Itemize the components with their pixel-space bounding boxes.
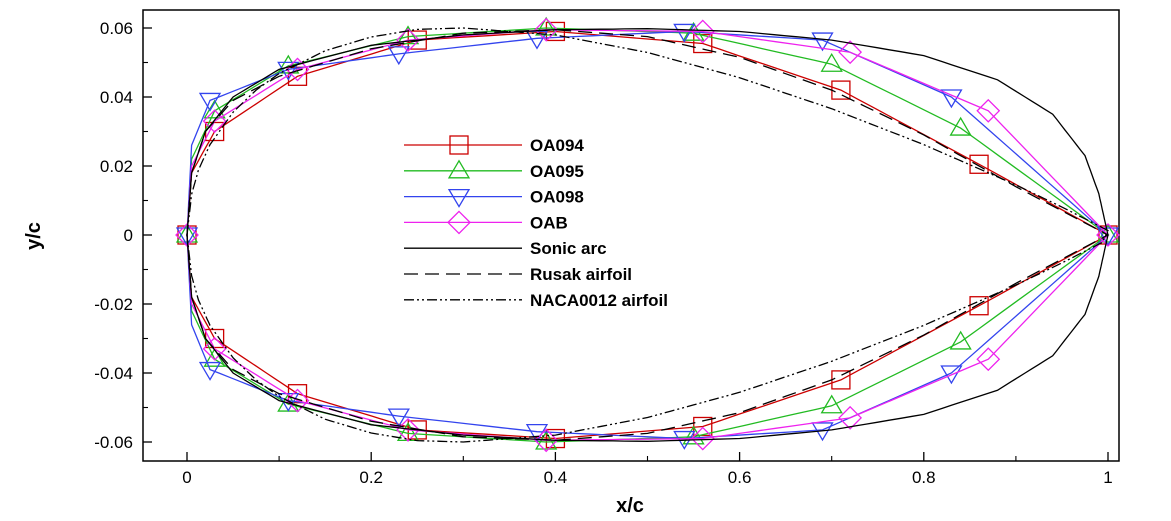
y-tick-label: 0.02 — [100, 157, 133, 176]
marker-oa098 — [673, 23, 696, 43]
legend-label-oab: OAB — [530, 213, 568, 232]
y-tick-label: 0 — [124, 226, 133, 245]
marker-oab — [976, 98, 1001, 123]
curves — [175, 16, 1120, 453]
marker-oab — [175, 223, 199, 247]
series-line-oa098 — [186, 30, 1109, 440]
legend-label-oa098: OA098 — [530, 188, 584, 207]
legend-label-oa094: OA094 — [530, 136, 584, 155]
x-tick-label: 1 — [1103, 468, 1112, 487]
legend-label-sonic-arc: Sonic arc — [530, 239, 607, 258]
ticks: 0 0.2 0.4 0.6 0.8 1 -0.06 -0.04 -0.02 0 0.02 0.04 0.… — [94, 19, 1112, 487]
marker-oa095 — [949, 330, 972, 350]
marker-oab — [976, 347, 1001, 372]
marker-oa098 — [198, 361, 222, 381]
marker-oab — [202, 109, 227, 134]
legend-label-naca0012-airfoil: NACA0012 airfoil — [530, 291, 668, 310]
marker-oa095 — [277, 54, 300, 74]
series-line-oa094 — [186, 30, 1110, 440]
legend-marker-oa094 — [449, 135, 469, 155]
marker-oab — [534, 17, 559, 42]
y-tick-label: -0.06 — [94, 433, 133, 452]
series-line-oa095 — [186, 27, 1110, 443]
y-tick-label: 0.06 — [100, 19, 133, 38]
marker-oa095 — [203, 347, 226, 367]
x-tick-label: 0.6 — [728, 468, 752, 487]
marker-oa095 — [535, 16, 558, 36]
legend-marker-oa095 — [447, 159, 471, 179]
marker-oa095 — [396, 25, 420, 45]
marker-oa098 — [811, 32, 834, 52]
series-line-sonic-arc — [186, 28, 1109, 442]
series-line-naca0012-airfoil — [186, 27, 1109, 443]
x-axis-label: x/c — [616, 495, 644, 517]
legend-label-oa095: OA095 — [530, 162, 584, 181]
marker-oa098 — [277, 61, 300, 81]
series-line-oab — [186, 29, 1109, 441]
y-tick-label: -0.02 — [94, 295, 133, 314]
marker-oab — [838, 405, 863, 430]
marker-oab — [1096, 223, 1120, 247]
x-tick-label: 0.8 — [912, 468, 936, 487]
marker-oa098 — [940, 365, 963, 385]
legend: OA094 OA095 OA098 OAB Sonic arc Rusak airfoil… — [404, 135, 668, 310]
x-tick-label: 0.2 — [359, 468, 383, 487]
series-line-rusak-airfoil — [186, 29, 1110, 441]
marker-oa095 — [682, 425, 705, 445]
marker-oa098 — [1096, 227, 1120, 247]
marker-oa094 — [287, 66, 308, 86]
marker-oa098 — [387, 408, 410, 428]
x-tick-label: 0.4 — [544, 468, 568, 487]
y-axis-label: y/c — [23, 222, 45, 250]
legend-marker-oab — [447, 210, 471, 235]
marker-oa095 — [820, 394, 843, 414]
marker-oa095 — [1096, 223, 1120, 243]
marker-oa098 — [940, 89, 963, 109]
marker-oa095 — [949, 116, 972, 136]
marker-oa094 — [693, 33, 713, 54]
marker-oa098 — [387, 46, 410, 66]
marker-oab — [838, 40, 863, 65]
y-tick-label: -0.04 — [94, 364, 133, 383]
marker-oab — [202, 336, 227, 361]
legend-marker-oa098 — [447, 188, 471, 208]
marker-oab — [690, 426, 715, 451]
marker-oa095 — [820, 52, 843, 72]
marker-oab — [285, 57, 310, 82]
x-tick-label: 0 — [182, 468, 191, 487]
y-tick-label: 0.04 — [100, 88, 133, 107]
marker-oab — [690, 19, 715, 44]
legend-label-rusak-airfoil: Rusak airfoil — [530, 265, 632, 284]
marker-oa098 — [198, 92, 222, 112]
marker-oab — [396, 28, 420, 52]
marker-oa094 — [969, 154, 989, 174]
